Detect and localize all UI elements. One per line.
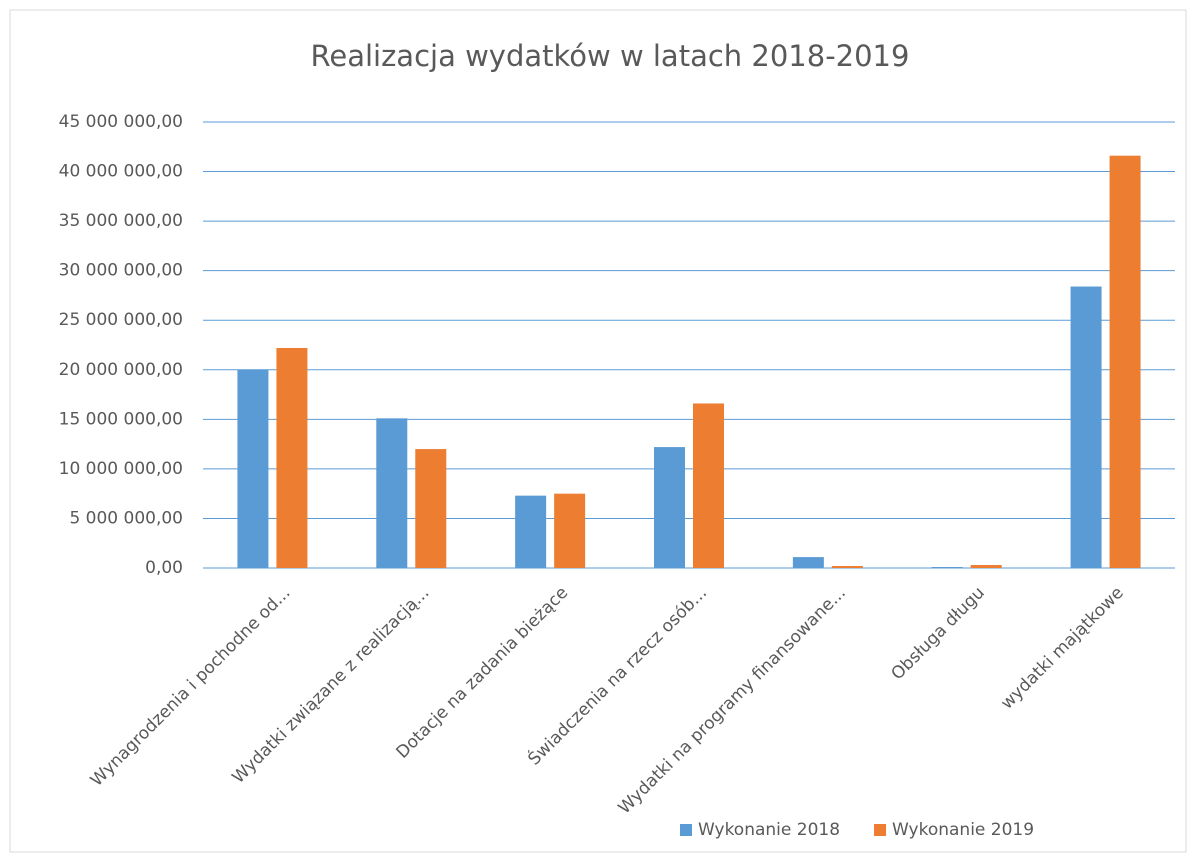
legend-swatch [874, 824, 887, 836]
bar [237, 369, 269, 568]
bar [931, 567, 963, 568]
y-tick-label: 45 000 000,00 [59, 112, 183, 132]
legend-swatch [680, 824, 692, 836]
bar [276, 347, 308, 568]
y-tick-label: 0,00 [145, 558, 183, 578]
y-tick-label: 15 000 000,00 [59, 409, 183, 429]
bar [970, 565, 1002, 568]
bar [693, 403, 724, 568]
legend-label: Wykonanie 2019 [892, 820, 1034, 840]
chart-frame [9, 9, 1187, 853]
y-tick-label: 25 000 000,00 [59, 310, 183, 330]
chart-title: Realizacja wydatków w latach 2018-2019 [311, 39, 910, 73]
bar [376, 418, 408, 568]
y-tick-label: 10 000 000,00 [59, 459, 183, 479]
y-tick-label: 5 000 000,00 [69, 508, 183, 528]
bar [515, 495, 547, 568]
y-tick-label: 35 000 000,00 [59, 211, 183, 231]
y-tick-label: 30 000 000,00 [59, 261, 183, 281]
bar [654, 447, 685, 568]
bar [831, 566, 863, 568]
legend-label: Wykonanie 2018 [698, 820, 840, 840]
bar [415, 449, 447, 568]
y-tick-label: 40 000 000,00 [59, 162, 183, 182]
bar [1109, 155, 1141, 568]
bar [1070, 286, 1102, 568]
bar [554, 493, 586, 568]
bar [792, 557, 824, 568]
y-tick-label: 20 000 000,00 [59, 360, 183, 380]
